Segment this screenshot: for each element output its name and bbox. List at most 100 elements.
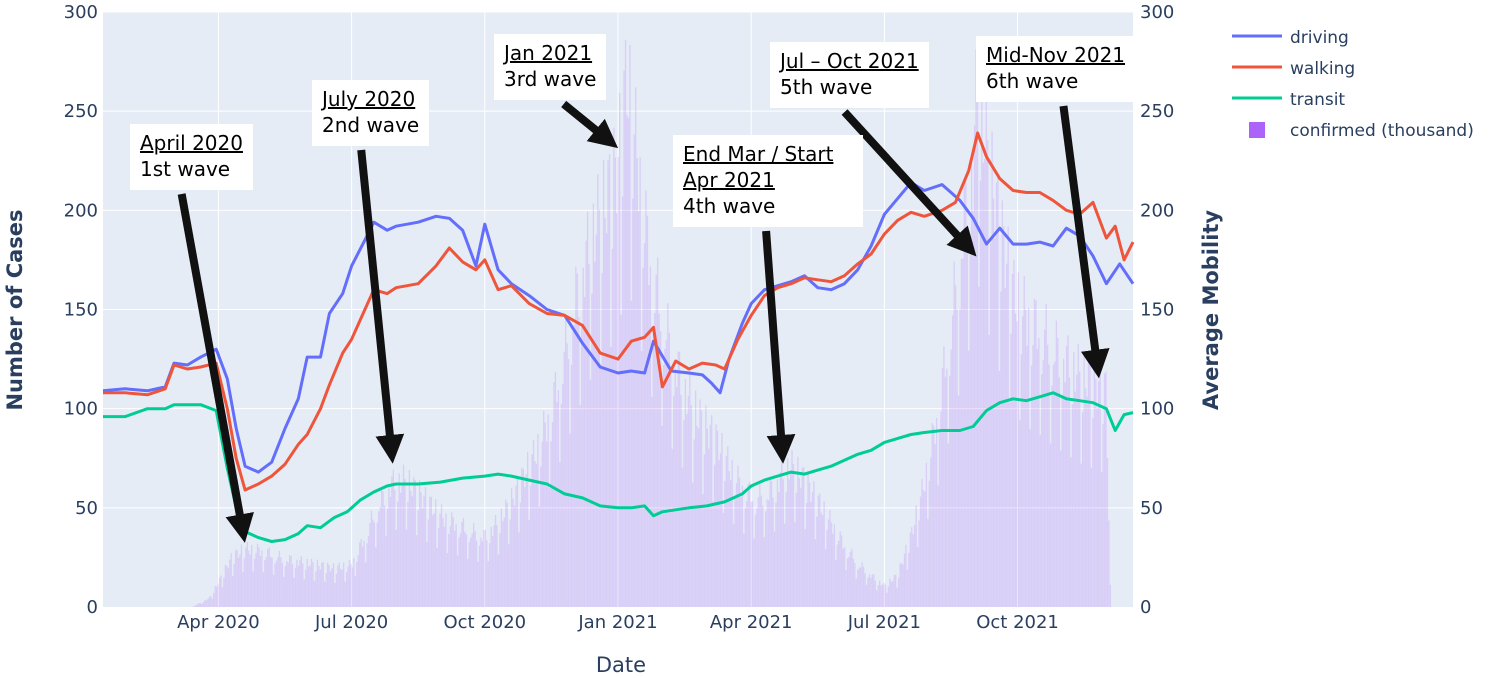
- confirmed-bar: [635, 87, 637, 607]
- confirmed-bar: [605, 233, 608, 607]
- confirmed-bar: [658, 313, 660, 607]
- confirmed-bar: [978, 286, 980, 607]
- confirmed-bar: [719, 453, 722, 607]
- confirmed-bar: [800, 487, 802, 607]
- confirmed-bar: [819, 493, 821, 607]
- confirmed-bar: [966, 236, 968, 607]
- confirmed-bar: [933, 425, 935, 607]
- confirmed-bar: [746, 501, 748, 607]
- confirmed-bar: [772, 497, 774, 607]
- confirmed-bar: [826, 530, 828, 607]
- confirmed-bar: [202, 602, 205, 607]
- annotation-wave-5: Jul – Oct 2021 5th wave: [770, 42, 929, 108]
- y-tick-right: 150: [1140, 300, 1174, 321]
- y-tick-right: 200: [1140, 200, 1174, 221]
- annotation-wave-2: July 2020 2nd wave: [312, 80, 430, 146]
- confirmed-bar: [236, 549, 238, 607]
- confirmed-bar: [1077, 343, 1079, 607]
- confirmed-bar: [1023, 275, 1025, 607]
- x-tick: Oct 2021: [976, 612, 1059, 633]
- confirmed-bar: [467, 558, 469, 607]
- confirmed-bar: [281, 562, 283, 607]
- confirmed-bar: [784, 523, 786, 607]
- confirmed-bar: [712, 501, 714, 607]
- confirmed-bar: [830, 522, 833, 607]
- confirmed-bar: [490, 526, 492, 607]
- confirmed-bar: [972, 210, 974, 607]
- confirmed-bar: [573, 324, 576, 607]
- confirmed-bar: [786, 457, 789, 607]
- confirmed-bar: [718, 460, 720, 607]
- confirmed-bar: [686, 414, 688, 607]
- confirmed-bar: [544, 422, 546, 607]
- confirmed-bar: [483, 530, 485, 607]
- confirmed-bar: [364, 562, 367, 607]
- confirmed-bar: [551, 422, 554, 607]
- confirmed-bar: [232, 576, 234, 607]
- confirmed-bar: [627, 118, 630, 607]
- legend-label-walking: walking: [1290, 59, 1355, 79]
- y-tick-right: 50: [1140, 498, 1163, 519]
- confirmed-bar: [531, 454, 533, 607]
- confirmed-bar: [619, 92, 621, 607]
- confirmed-bar: [194, 605, 196, 607]
- confirmed-bar: [344, 581, 346, 607]
- confirmed-bar: [765, 511, 767, 607]
- confirmed-bar: [956, 309, 958, 607]
- confirmed-bar: [779, 472, 781, 607]
- confirmed-bar: [804, 529, 806, 607]
- confirmed-bar: [1017, 272, 1020, 607]
- confirmed-bar: [430, 496, 432, 607]
- confirmed-bar: [915, 505, 917, 607]
- confirmed-bar: [350, 564, 352, 607]
- confirmed-bar: [413, 477, 415, 607]
- confirmed-bar: [370, 510, 373, 607]
- confirmed-bar: [423, 495, 425, 607]
- confirmed-bar: [893, 575, 895, 607]
- confirmed-bar: [968, 350, 970, 607]
- confirmed-bar: [601, 272, 603, 607]
- confirmed-bar: [946, 368, 948, 607]
- confirmed-bar: [954, 285, 957, 607]
- confirmed-bar: [652, 325, 654, 607]
- annotation-wave: 5th wave: [780, 75, 873, 99]
- x-tick: Apr 2021: [710, 612, 793, 633]
- confirmed-bar: [687, 395, 689, 607]
- confirmed-bar: [313, 580, 316, 607]
- confirmed-bar: [579, 405, 581, 607]
- x-axis-ticks: Apr 2020 Jul 2020 Oct 2020 Jan 2021 Apr 2021…: [177, 612, 1059, 633]
- annotation-arrow: [177, 193, 254, 543]
- confirmed-bar: [924, 491, 926, 607]
- confirmed-bar: [737, 465, 739, 607]
- confirmed-bar: [280, 557, 282, 607]
- confirmed-bar: [829, 509, 831, 607]
- confirmed-bar: [871, 574, 874, 607]
- confirmed-bar: [902, 564, 904, 607]
- confirmed-bar: [1079, 371, 1081, 607]
- confirmed-bar: [675, 387, 678, 607]
- confirmed-bar: [1011, 273, 1014, 607]
- confirmed-bar: [973, 125, 976, 608]
- confirmed-bar: [397, 501, 399, 607]
- confirmed-bar: [234, 550, 237, 607]
- confirmed-bar: [975, 49, 977, 608]
- confirmed-bar: [399, 492, 402, 607]
- confirmed-bar: [525, 474, 527, 607]
- confirmed-bar: [709, 424, 711, 607]
- confirmed-bar: [269, 556, 272, 607]
- confirmed-bar: [556, 402, 558, 607]
- confirmed-bar: [979, 180, 982, 607]
- confirmed-bar: [446, 553, 449, 607]
- confirmed-bar: [297, 565, 300, 607]
- confirmed-bar: [1105, 371, 1107, 607]
- confirmed-bar: [433, 513, 435, 607]
- confirmed-bar: [300, 556, 302, 607]
- confirmed-bar: [487, 561, 489, 607]
- confirmed-bar: [465, 534, 468, 607]
- confirmed-bar: [1038, 338, 1040, 607]
- confirmed-bar: [1055, 320, 1058, 607]
- confirmed-bar: [532, 439, 535, 607]
- confirmed-bar: [471, 533, 473, 607]
- confirmed-bar: [1086, 396, 1088, 607]
- confirmed-bar: [416, 535, 418, 607]
